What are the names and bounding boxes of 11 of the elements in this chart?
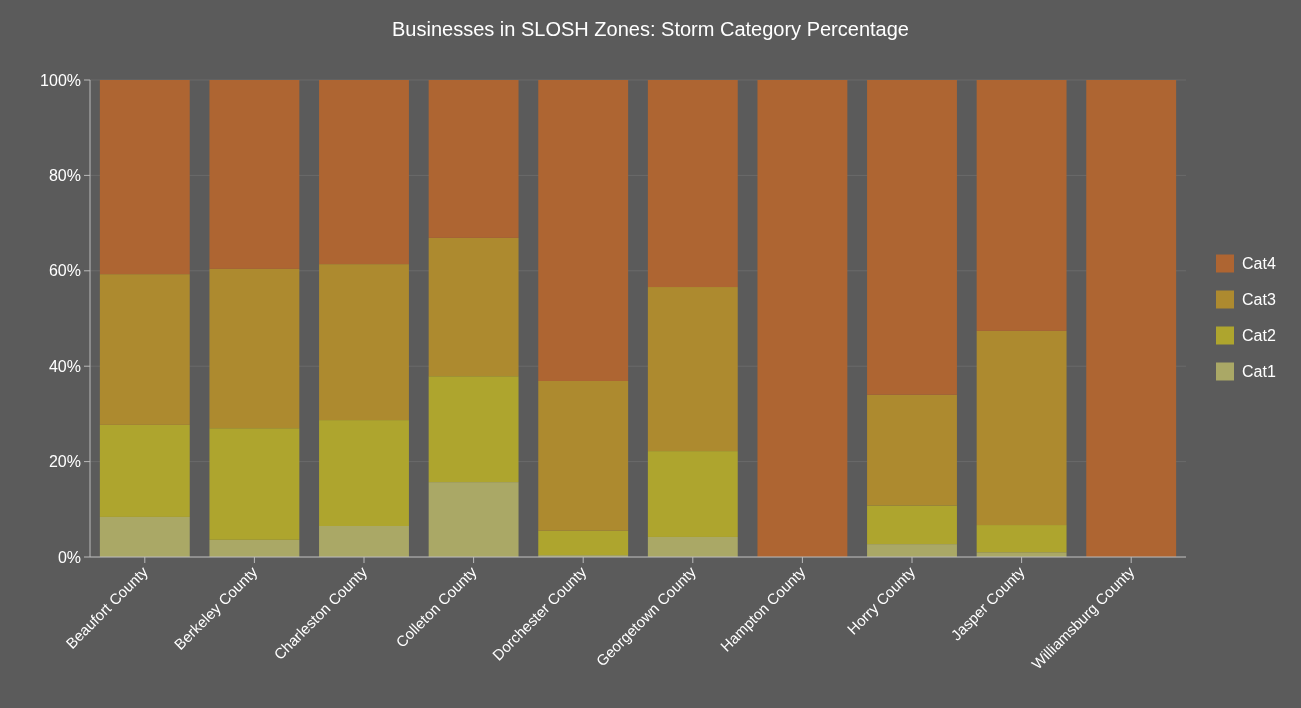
y-tick-label: 100% — [40, 71, 81, 89]
y-tick-label: 0% — [57, 548, 81, 566]
legend-label: Cat3 — [1242, 291, 1276, 309]
legend-label: Cat2 — [1242, 327, 1276, 345]
legend-label: Cat4 — [1242, 255, 1276, 273]
y-tick-label: 40% — [48, 357, 81, 375]
y-tick-label: 60% — [48, 262, 81, 280]
y-tick-label: 80% — [48, 167, 81, 184]
chart-title: Businesses in SLOSH Zones: Storm Category Percentage — [392, 18, 909, 40]
y-tick-label: 20% — [48, 453, 81, 471]
legend-label: Cat1 — [1242, 363, 1276, 381]
